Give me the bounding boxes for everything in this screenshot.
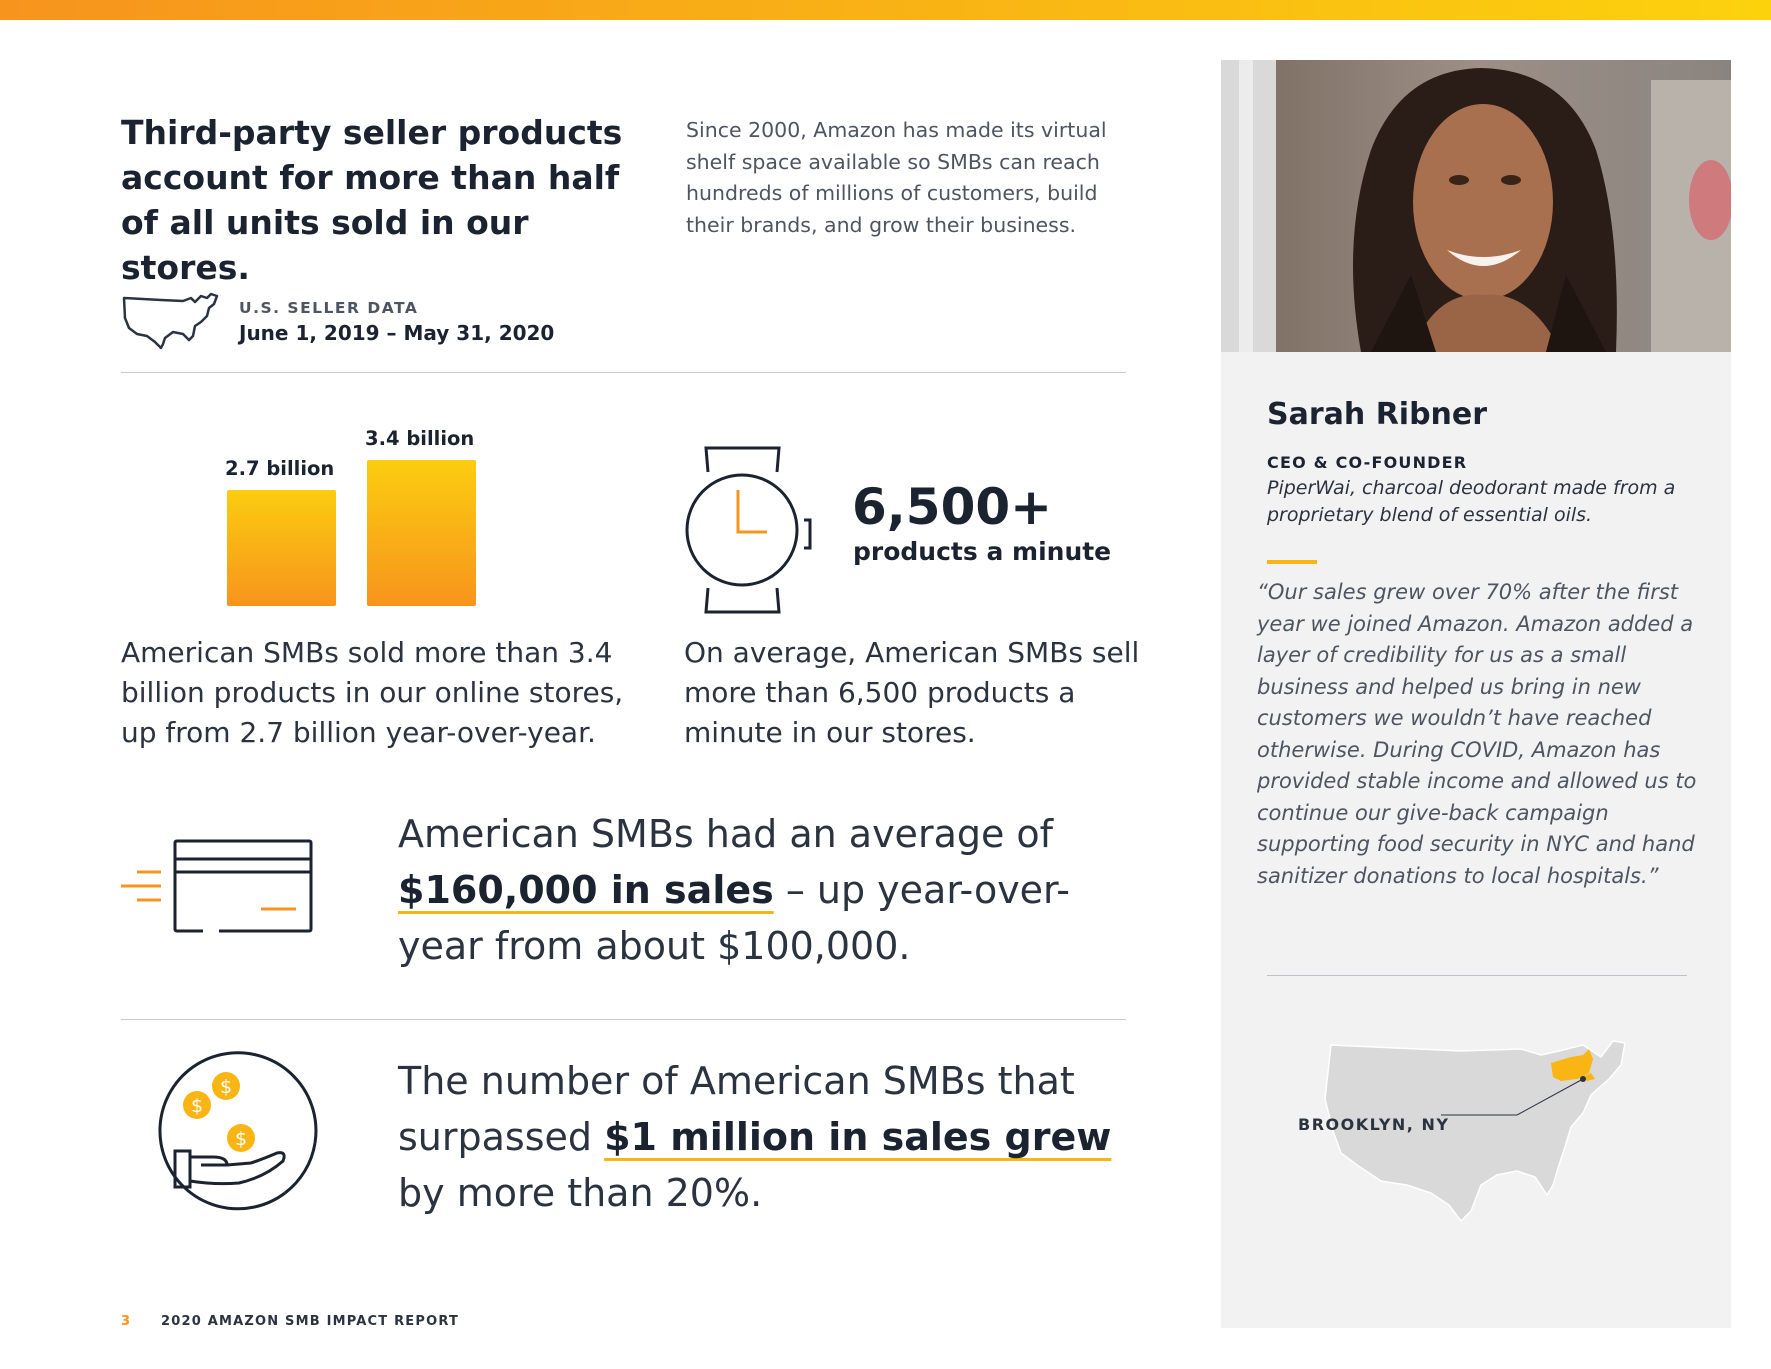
million-sales-text-before: The number of American SMBs that surpass… [398,1059,1075,1159]
divider [121,1019,1126,1020]
units-sold-text: American SMBs sold more than 3.4 billion… [121,636,624,749]
us-map-outline-icon [122,292,219,350]
average-sales-text-before: American SMBs had an average of [398,812,1054,856]
million-sales-text-after: by more than 20%. [398,1171,763,1215]
seller-data-label: U.S. SELLER DATA [239,299,419,317]
location-label: BROOKLYN, NY [1298,1115,1450,1134]
seller-data-dates: June 1, 2019 – May 31, 2020 [239,321,555,345]
svg-text:$: $ [235,1128,247,1150]
profile-quote: “Our sales grew over 70% after the first… [1257,580,1697,888]
profile-name: Sarah Ribner [1267,397,1488,432]
intro-paragraph: Since 2000, Amazon has made its virtual … [686,118,1107,237]
units-bar [367,460,476,606]
per-minute-text: On average, American SMBs sell more than… [684,636,1140,749]
per-minute-unit: products a minute [853,537,1112,566]
units-bar-label: 2.7 billion [225,457,335,480]
page-number: 3 [121,1314,131,1329]
profile-photo [1221,60,1731,352]
per-minute-number: 6,500+ [852,478,1053,536]
profile-panel: Sarah Ribner CEO & CO-FOUNDER PiperWai, … [1221,60,1731,1328]
credit-card-icon [121,839,313,933]
accent-line [1267,560,1317,564]
million-sales-text: The number of American SMBs that surpass… [398,1053,1138,1221]
average-sales-text-after: – up year-over-year from about $100,000. [398,868,1070,968]
million-sales-highlight: $1 million in sales grew [604,1115,1112,1159]
page-headline: Third-party seller products account for … [121,113,623,287]
watch-icon [685,446,812,614]
top-accent-bar [0,0,1771,20]
profile-role: CEO & CO-FOUNDER [1267,453,1468,472]
divider [121,372,1126,373]
average-sales-text: American SMBs had an average of $160,000… [398,806,1138,974]
profile-company: PiperWai, charcoal deodorant made from a… [1267,477,1676,526]
divider [1267,975,1687,976]
average-sales-highlight: $160,000 in sales [398,868,774,912]
units-bar-label: 3.4 billion [365,427,475,450]
hand-coins-icon: $ $ $ [158,1051,318,1211]
svg-text:$: $ [191,1095,203,1117]
svg-text:$: $ [220,1076,232,1098]
report-title: 2020 AMAZON SMB IMPACT REPORT [161,1314,460,1329]
units-bar [227,490,336,606]
us-location-map [1324,1040,1626,1223]
